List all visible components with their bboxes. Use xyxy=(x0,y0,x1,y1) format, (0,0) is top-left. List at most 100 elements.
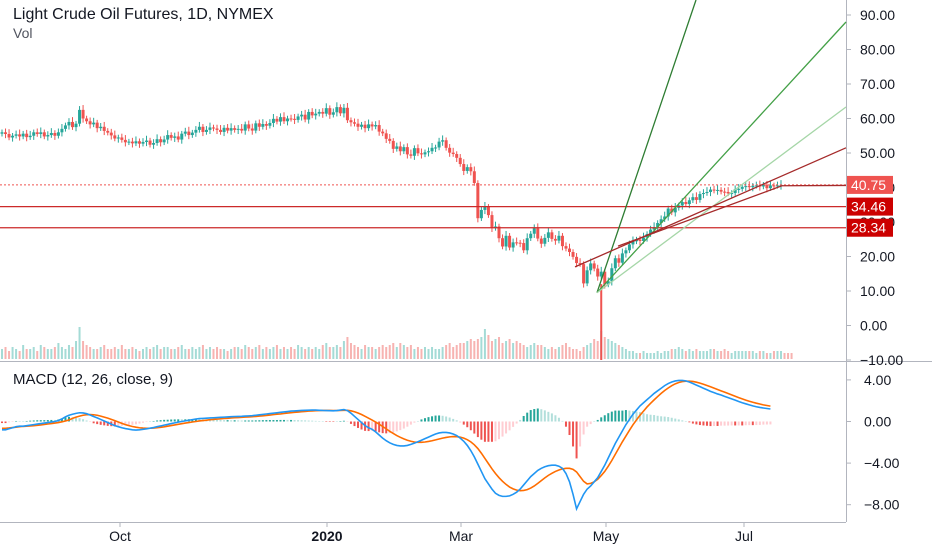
candle-body xyxy=(427,151,431,153)
candle-body xyxy=(553,238,557,241)
candle-body xyxy=(148,140,152,145)
candle-body xyxy=(99,126,103,129)
volume-bar xyxy=(780,351,782,359)
candle-body xyxy=(726,191,730,194)
candle-body xyxy=(409,154,413,156)
candle-body xyxy=(74,123,78,128)
macd-histogram-bar xyxy=(536,408,539,422)
macd-histogram-bar xyxy=(275,420,278,422)
volume-bar xyxy=(695,349,698,359)
macd-histogram-bar xyxy=(159,420,162,422)
candle-body xyxy=(617,258,621,263)
macd-histogram-bar xyxy=(434,415,437,422)
macd-histogram-bar xyxy=(75,417,78,422)
candle-body xyxy=(486,206,490,216)
macd-histogram-bar xyxy=(311,420,314,422)
candle-body xyxy=(448,147,452,153)
volume-bar xyxy=(512,343,515,359)
macd-histogram-bar xyxy=(698,421,701,426)
volume-bar xyxy=(441,347,444,359)
macd-histogram-bar xyxy=(18,420,21,422)
macd-histogram-bar xyxy=(575,421,578,459)
candle-body xyxy=(370,124,374,127)
macd-histogram-bar xyxy=(547,411,550,422)
volume-bar xyxy=(674,349,677,359)
volume-bar xyxy=(603,337,606,359)
macd-histogram-bar xyxy=(455,420,458,422)
macd-histogram-bar xyxy=(297,420,300,422)
candle-body xyxy=(39,132,43,135)
macd-histogram-bar xyxy=(216,419,219,422)
macd-histogram-bar xyxy=(572,421,575,447)
candle-body xyxy=(578,263,582,265)
candle-body xyxy=(342,107,346,114)
volume-bar xyxy=(533,343,536,359)
macd-histogram-bar xyxy=(554,415,557,422)
candle-body xyxy=(751,185,755,188)
candle-body xyxy=(243,124,247,131)
macd-histogram-bar xyxy=(589,421,592,425)
candle-body xyxy=(215,128,219,130)
candle-body xyxy=(504,235,508,247)
macd-histogram-bar xyxy=(32,420,35,422)
volume-bar xyxy=(15,349,18,359)
macd-histogram-bar xyxy=(360,421,363,430)
volume-bar xyxy=(117,349,120,359)
volume-bar xyxy=(748,351,751,359)
candle-body xyxy=(768,185,772,189)
volume-bar xyxy=(505,341,508,359)
candle-body xyxy=(78,109,82,124)
time-axis[interactable]: Oct 2020 Mar May Jul xyxy=(109,522,753,544)
macd-histogram-bar xyxy=(78,418,81,422)
candle-body xyxy=(286,118,290,122)
price-tick-label: 90.00 xyxy=(860,7,895,23)
volume-bar xyxy=(381,345,384,359)
macd-histogram-bar xyxy=(247,420,250,422)
volume-bar xyxy=(649,353,652,359)
macd-histogram-bar xyxy=(582,421,585,435)
volume-bar xyxy=(138,351,141,359)
macd-histogram-bar xyxy=(413,421,416,423)
volume-bar xyxy=(751,351,754,359)
macd-histogram-bar xyxy=(709,421,712,427)
candle-body xyxy=(518,242,522,244)
drawing-tools[interactable] xyxy=(0,0,847,294)
candle-body xyxy=(67,121,71,126)
macd-histogram-bar xyxy=(113,421,116,427)
candle-body xyxy=(430,147,434,152)
candle-body xyxy=(398,146,402,152)
volume-bar xyxy=(163,347,166,359)
candle-body xyxy=(497,226,501,239)
volume-bar xyxy=(455,345,458,359)
candle-body xyxy=(278,117,282,122)
volume-bar xyxy=(268,349,271,359)
volume-bar xyxy=(723,349,726,359)
macd-histogram-bar xyxy=(631,410,634,422)
price-tick-label: 50.00 xyxy=(860,145,895,161)
macd-histogram-bar xyxy=(152,420,155,422)
volume-bar xyxy=(159,349,162,359)
macd-histogram-bar xyxy=(427,417,430,422)
candle-body xyxy=(730,193,734,195)
macd-histogram-bar xyxy=(409,421,412,425)
volume-bar xyxy=(427,349,430,359)
candle-body xyxy=(194,129,198,133)
volume-bar xyxy=(431,347,434,359)
macd-histogram-bar xyxy=(385,421,388,434)
macd-histogram-bar xyxy=(476,421,479,438)
candle-body xyxy=(176,136,180,140)
macd-histogram-bar xyxy=(526,412,529,422)
candle-body xyxy=(345,107,349,121)
macd-histogram-bar xyxy=(628,410,631,422)
macd-histogram-bar xyxy=(22,421,25,422)
candle-body xyxy=(226,127,230,131)
macd-histogram-bar xyxy=(681,420,684,422)
candle-body xyxy=(603,271,607,285)
macd-histogram-bar xyxy=(96,421,99,425)
candle-body xyxy=(236,128,240,130)
volume-bar xyxy=(772,351,775,359)
volume-bar xyxy=(152,347,155,359)
macd-histogram-bar xyxy=(695,421,698,425)
candle-body xyxy=(546,232,550,238)
